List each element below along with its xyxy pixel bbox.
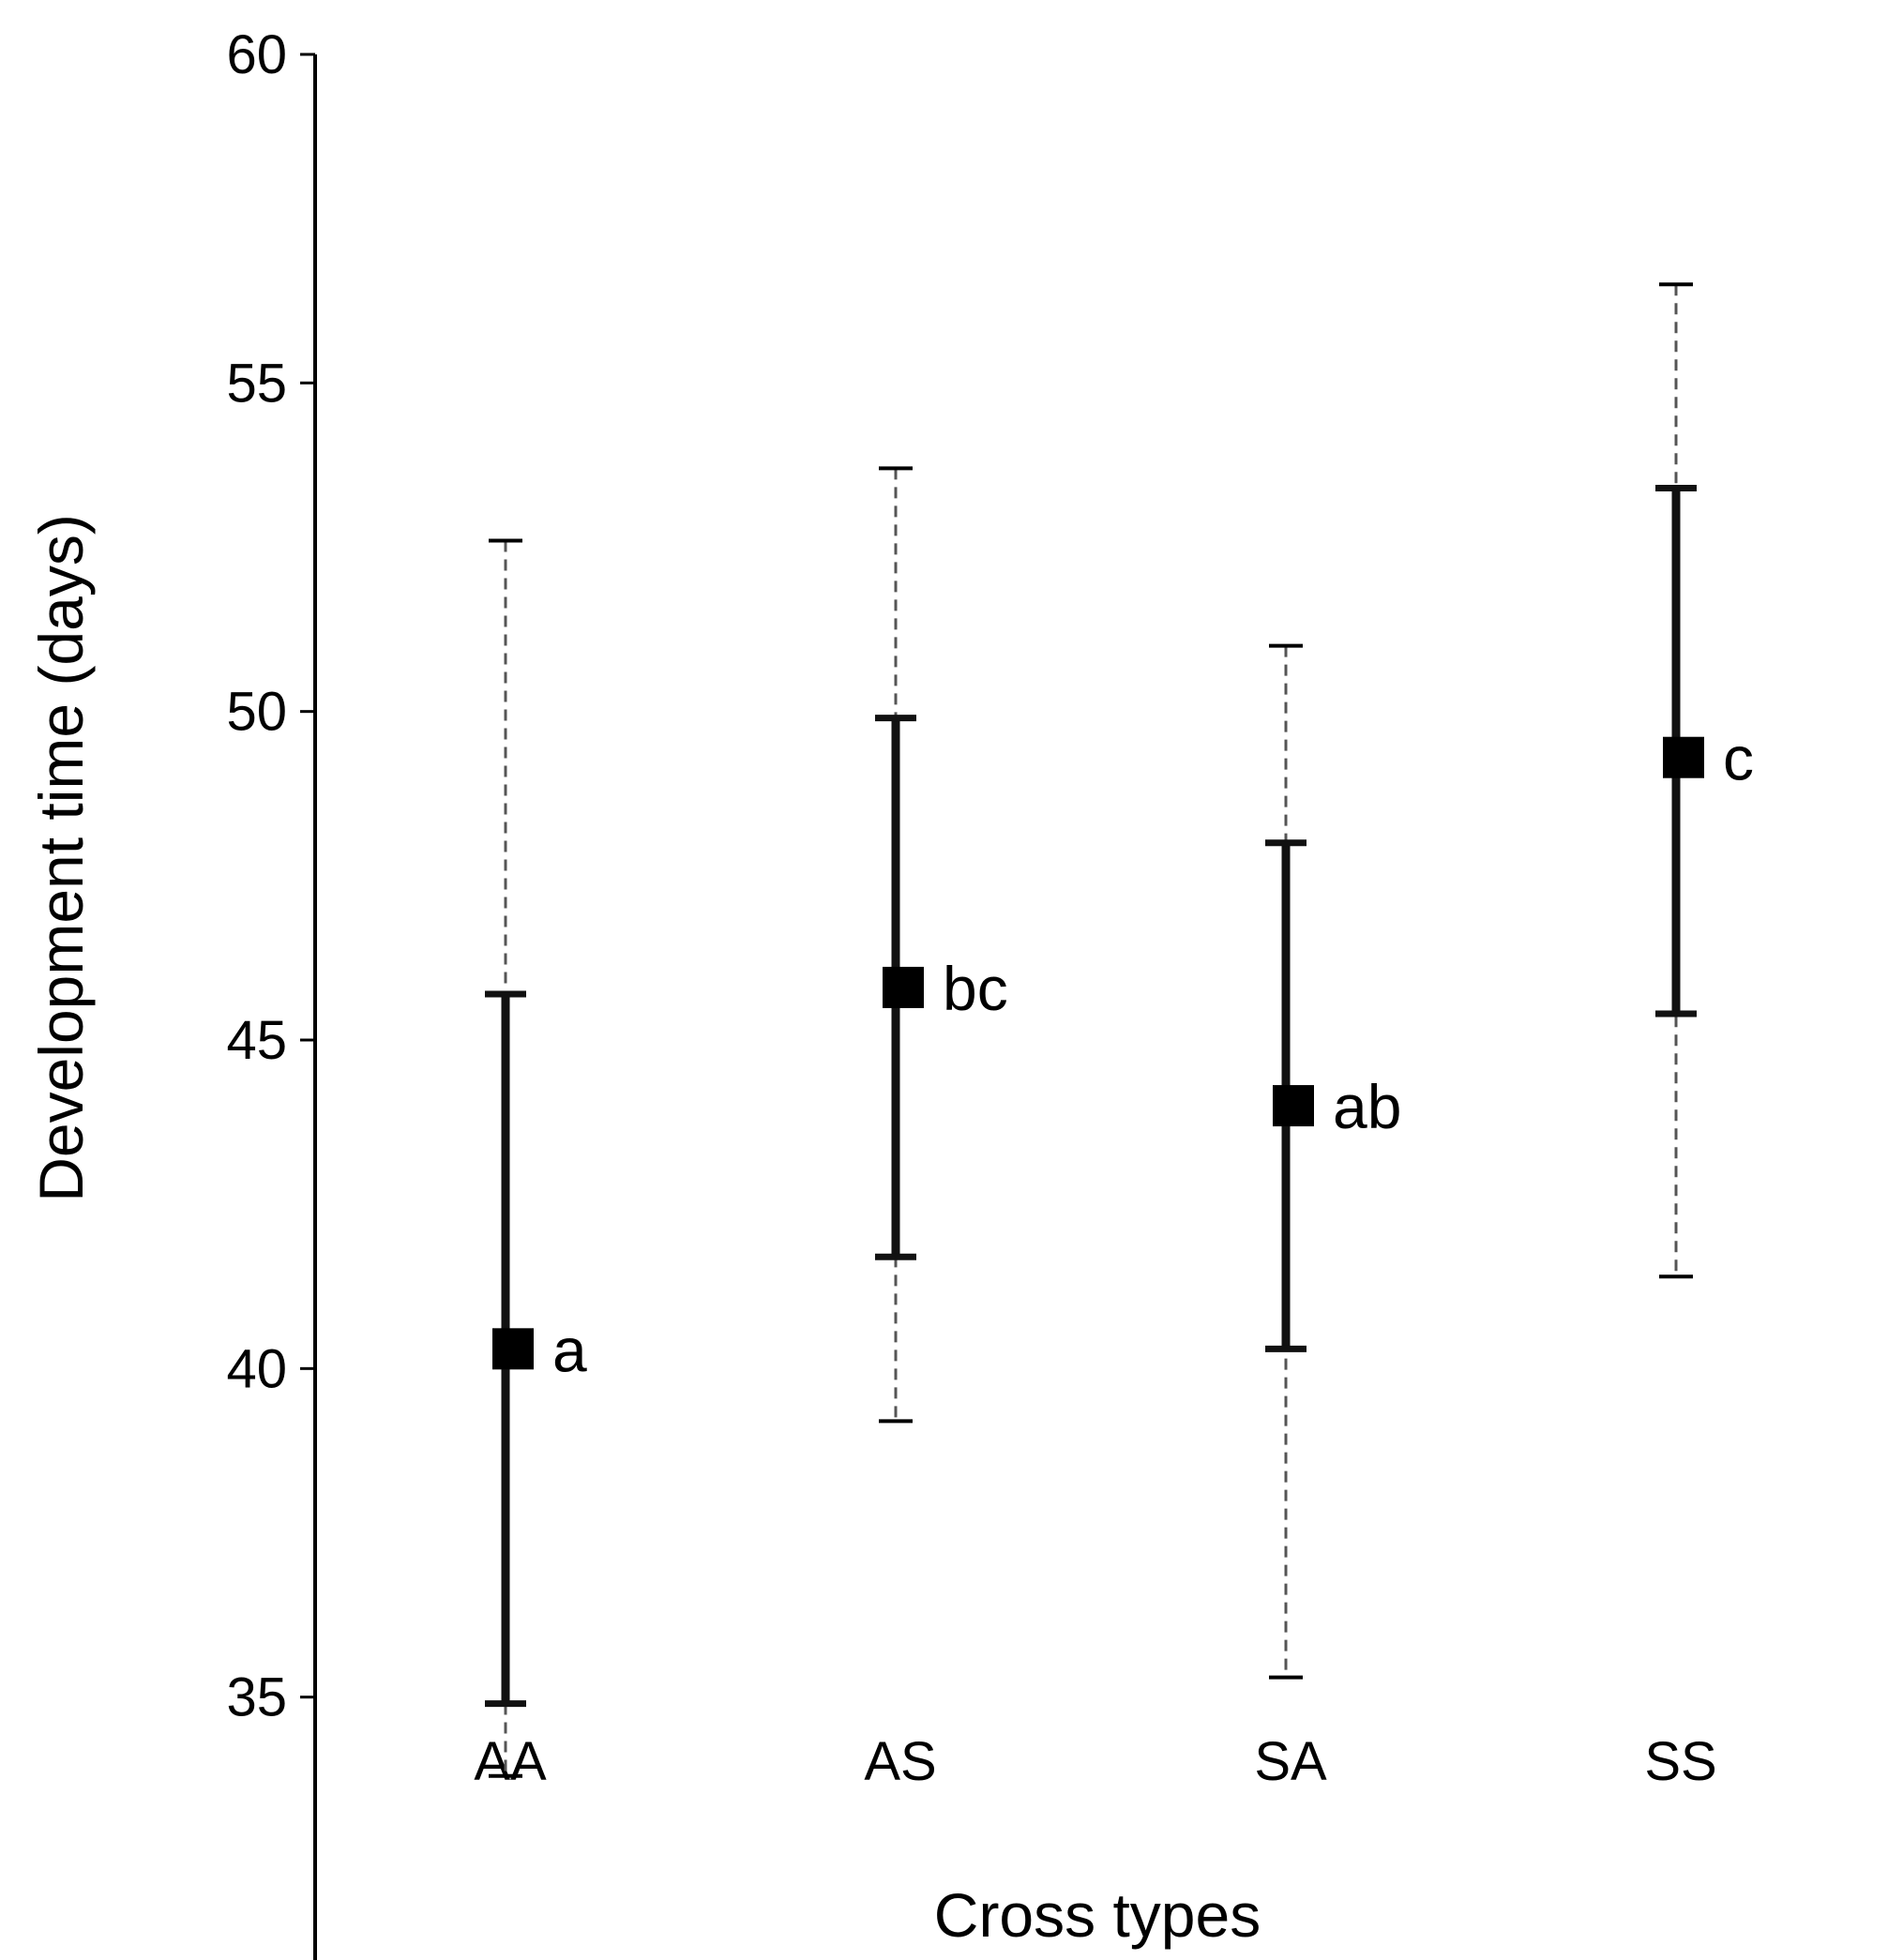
axes <box>313 54 317 1960</box>
y-tick-label: 55 <box>226 353 287 414</box>
y-axis-title: Development time (days) <box>26 514 96 1202</box>
x-ticks: AA AS SA SS <box>474 1731 1716 1792</box>
mean-marker <box>492 1328 534 1370</box>
y-tick-label: 50 <box>226 682 287 743</box>
y-tick-label: 35 <box>226 1667 287 1728</box>
significance-label: bc <box>943 954 1008 1023</box>
significance-label: a <box>552 1315 587 1384</box>
mean-marker <box>1663 736 1704 778</box>
mean-marker <box>883 966 924 1008</box>
x-tick-label: SA <box>1254 1731 1327 1792</box>
y-tick-label: 45 <box>226 1010 287 1071</box>
y-tick-label: 60 <box>226 24 287 85</box>
y-ticks: 30354045505560 <box>226 24 315 1728</box>
x-tick-label: AS <box>864 1731 936 1792</box>
x-axis-title: Cross types <box>934 1880 1261 1950</box>
x-tick-label: SS <box>1644 1731 1716 1792</box>
mean-marker <box>1273 1085 1314 1127</box>
y-tick-label: 40 <box>226 1338 287 1399</box>
x-tick-label: AA <box>474 1731 547 1792</box>
significance-label: ab <box>1333 1072 1401 1141</box>
significance-label: c <box>1723 724 1754 793</box>
